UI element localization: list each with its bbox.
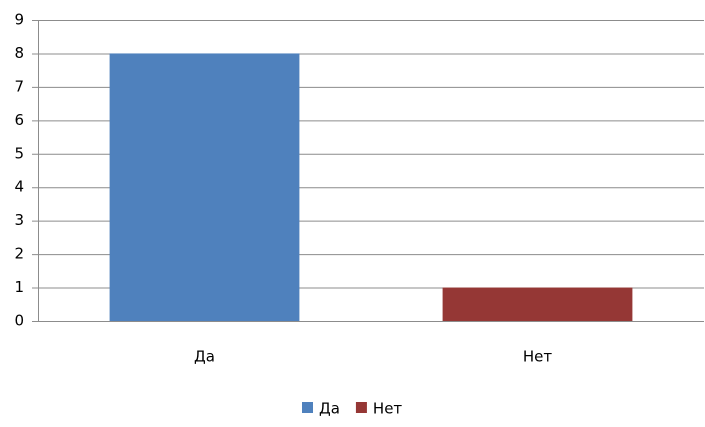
legend-label: Нет [373, 400, 403, 418]
legend-swatch [302, 402, 313, 413]
y-tick-label: 2 [14, 245, 24, 263]
y-tick-label: 0 [14, 312, 24, 330]
legend-label: Да [319, 400, 340, 418]
y-tick-label: 1 [14, 278, 24, 296]
y-tick-label: 3 [14, 211, 24, 229]
bar [442, 287, 633, 321]
x-tick-label: Да [194, 348, 215, 366]
y-tick-label: 9 [14, 11, 24, 29]
y-tick-label: 4 [14, 178, 24, 196]
legend-swatch [355, 402, 367, 413]
bar [109, 53, 300, 321]
y-tick-label: 7 [14, 77, 24, 95]
y-tick-label: 8 [14, 44, 24, 62]
y-tick-label: 5 [14, 144, 24, 162]
y-tick-label: 6 [14, 111, 24, 129]
x-tick-label: Нет [523, 348, 553, 366]
